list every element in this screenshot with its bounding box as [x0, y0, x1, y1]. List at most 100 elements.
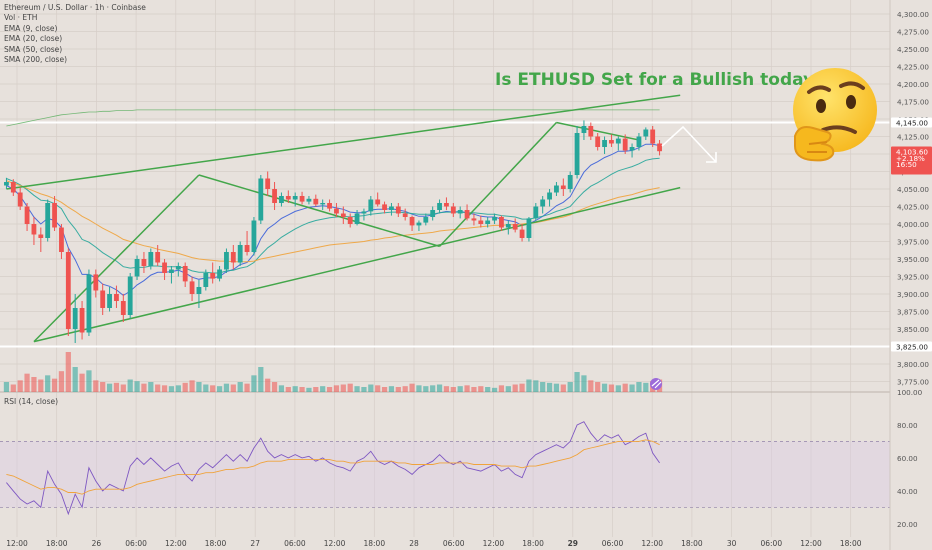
alert-icon[interactable] [650, 378, 662, 390]
volume-bar [457, 386, 463, 392]
rsi-tick-3: 40.00 [897, 487, 918, 496]
price-tick-5: 4,175.00 [897, 98, 929, 107]
ma-line-2 [6, 180, 660, 263]
price-tick-17: 3,875.00 [897, 308, 929, 317]
volume-bar [498, 385, 505, 392]
volume-bar [148, 382, 154, 392]
candle-body [189, 281, 195, 294]
candle-body [52, 203, 57, 228]
price-label-bg-4 [891, 341, 932, 352]
volume-bar [58, 371, 65, 392]
time-tick-11: 06:00 [443, 539, 465, 548]
volume-bar [86, 370, 92, 392]
candle-body [10, 182, 16, 193]
volume-bar [265, 378, 271, 392]
candle-body [148, 252, 154, 266]
volume-bar [196, 382, 202, 392]
volume-bar [478, 386, 484, 392]
time-tick-3: 06:00 [125, 539, 147, 548]
candle-body [251, 220, 257, 252]
rsi-tick-0: 100.00 [897, 388, 923, 397]
candle-body [554, 185, 559, 193]
volume-bar [388, 386, 395, 392]
volume-bar [519, 383, 525, 392]
volume-bar [10, 384, 16, 392]
candle-body [375, 199, 381, 205]
candle-body [306, 198, 312, 202]
candle-body [31, 224, 37, 235]
volume-bar [588, 380, 594, 392]
candle-body [437, 203, 442, 210]
candle-body [464, 210, 470, 219]
candle-body [120, 301, 126, 315]
candle-body [650, 129, 656, 144]
time-tick-19: 06:00 [760, 539, 782, 548]
candle-body [210, 273, 216, 279]
volume-bar [533, 380, 539, 392]
volume-bar [306, 387, 312, 392]
candle-body [395, 206, 401, 214]
time-tick-6: 27 [250, 539, 260, 548]
price-tick-3: 4,225.00 [897, 63, 929, 72]
candle-body [492, 217, 497, 221]
volume-bar [546, 382, 553, 392]
candle-body [340, 213, 346, 217]
price-tick-12: 4,000.00 [897, 220, 929, 229]
candle-body [196, 287, 202, 294]
legend-ema9: EMA (9, close) [4, 23, 58, 33]
volume-bar [203, 384, 209, 392]
candle-body [100, 290, 106, 308]
price-tick-21: 3,775.00 [897, 378, 929, 387]
candle-body [258, 178, 264, 221]
volume-bar [430, 385, 436, 392]
candle-body [581, 126, 587, 133]
candle-body [402, 213, 408, 217]
volume-bar [258, 367, 264, 392]
volume-bar [361, 387, 367, 392]
volume-bar [51, 378, 58, 392]
volume-bar [320, 386, 326, 392]
trend-line-1 [33, 186, 681, 343]
candle-body [141, 259, 147, 266]
price-label-1: 4,103.60 [896, 147, 928, 156]
volume-bar [629, 384, 635, 392]
volume-bar [567, 382, 573, 392]
candle-body [334, 208, 339, 214]
candle-body [416, 222, 422, 226]
volume-bar [31, 377, 37, 392]
candle-body [203, 273, 209, 287]
time-tick-0: 12:00 [6, 539, 28, 548]
price-tick-16: 3,900.00 [897, 290, 929, 299]
volume-bar [278, 385, 285, 392]
price-tick-0: 4,300.00 [897, 10, 929, 19]
candle-body [244, 245, 250, 252]
time-tick-14: 29 [568, 539, 578, 548]
candle-body [279, 196, 284, 203]
volume-bar [340, 384, 346, 392]
rsi-title: RSI (14, close) [4, 397, 59, 406]
volume-bar [615, 385, 621, 392]
chart-legend: Ethereum / U.S. Dollar · 1h · Coinbase V… [4, 3, 146, 65]
volume-bar [271, 382, 278, 392]
rsi-line-0 [6, 421, 660, 516]
candle-body [450, 206, 456, 214]
candle-body [636, 136, 642, 147]
candle-body [409, 217, 415, 226]
volume-bar [368, 384, 374, 392]
candle-body [595, 136, 601, 147]
candle-body [609, 140, 614, 144]
volume-bar [553, 383, 560, 392]
time-tick-21: 18:00 [840, 539, 862, 548]
volume-bar [443, 386, 450, 392]
volume-bar [505, 386, 511, 392]
candle-body [457, 210, 463, 214]
price-tick-7: 4,125.00 [897, 133, 929, 142]
volume-bar [244, 383, 250, 392]
candle-body [4, 182, 9, 186]
time-tick-13: 18:00 [522, 539, 544, 548]
candle-body [134, 259, 140, 277]
time-axis: 12:00 18:00 26 06:00 12:00 18:00 27 06:00 12:00 1… [6, 539, 862, 548]
candle-body [45, 203, 51, 238]
candle-body [155, 252, 161, 263]
